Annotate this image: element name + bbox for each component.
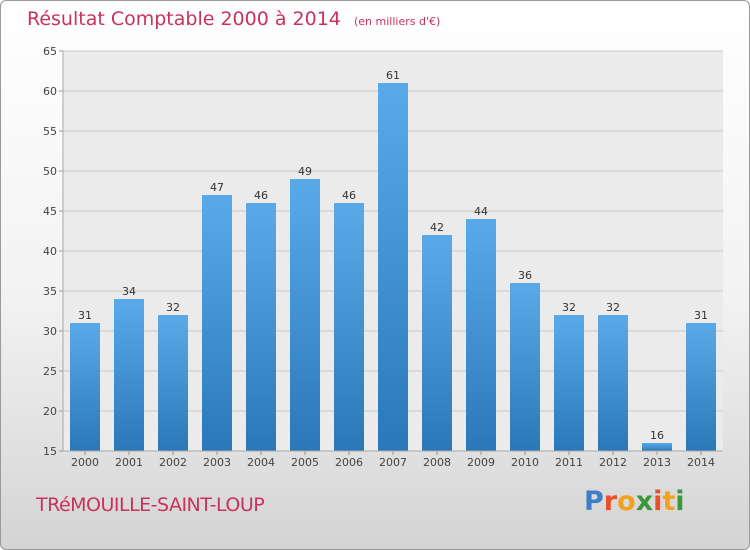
x-tick-label-2014: 2014 [687, 456, 715, 469]
value-label-2013: 16 [650, 429, 664, 442]
logo-letter: i [653, 486, 663, 517]
bar-2013 [642, 443, 672, 451]
bar-2002 [158, 315, 188, 451]
bar-2009 [466, 219, 496, 451]
value-label-2006: 46 [342, 189, 356, 202]
bar-2004 [246, 203, 276, 451]
bars [70, 83, 716, 451]
location-name: TRéMOUILLE-SAINT-LOUP [36, 494, 265, 516]
value-label-2008: 42 [430, 221, 444, 234]
x-tick-label-2010: 2010 [511, 456, 539, 469]
x-tick-label-2003: 2003 [203, 456, 231, 469]
logo-letter: P [584, 486, 604, 517]
value-label-2007: 61 [386, 69, 400, 82]
y-tick-label: 60 [43, 85, 57, 98]
value-label-2003: 47 [210, 181, 224, 194]
value-labels: 31 34 32 47 46 49 46 61 42 44 36 32 32 16 31 [78, 69, 708, 442]
logo-letter: i [675, 486, 685, 517]
logo-letter: r [603, 486, 618, 517]
logo-letter: o [617, 486, 636, 517]
y-tick-label: 25 [43, 365, 57, 378]
y-axis: 15 20 25 30 35 40 45 50 55 60 65 [43, 45, 63, 458]
x-tick-label-2009: 2009 [467, 456, 495, 469]
value-label-2000: 31 [78, 309, 92, 322]
value-label-2014: 31 [694, 309, 708, 322]
value-label-2009: 44 [474, 205, 488, 218]
x-tick-label-2000: 2000 [71, 456, 99, 469]
x-tick-label-2007: 2007 [379, 456, 407, 469]
y-tick-label: 15 [43, 445, 57, 458]
bar-2001 [114, 299, 144, 451]
bar-2000 [70, 323, 100, 451]
value-label-2012: 32 [606, 301, 620, 314]
x-tick-label-2013: 2013 [643, 456, 671, 469]
bar-2012 [598, 315, 628, 451]
bar-2006 [334, 203, 364, 451]
y-tick-label: 20 [43, 405, 57, 418]
x-tick-label-2012: 2012 [599, 456, 627, 469]
value-label-2010: 36 [518, 269, 532, 282]
value-label-2002: 32 [166, 301, 180, 314]
bar-2010 [510, 283, 540, 451]
chart-subtitle: (en milliers d'€) [353, 15, 441, 28]
x-tick-label-2005: 2005 [291, 456, 319, 469]
value-label-2001: 34 [122, 285, 136, 298]
bar-2008 [422, 235, 452, 451]
bar-2005 [290, 179, 320, 451]
value-label-2011: 32 [562, 301, 576, 314]
y-tick-label: 45 [43, 205, 57, 218]
x-tick-label-2011: 2011 [555, 456, 583, 469]
y-tick-label: 40 [43, 245, 57, 258]
chart-title-row: Résultat Comptable 2000 à 2014 (en milli… [27, 8, 440, 30]
x-tick-label-2008: 2008 [423, 456, 451, 469]
logo-letter: x [635, 486, 654, 517]
bar-2011 [554, 315, 584, 451]
x-tick-label-2001: 2001 [115, 456, 143, 469]
bar-2003 [202, 195, 232, 451]
y-tick-label: 65 [43, 45, 57, 58]
logo-letter: t [662, 486, 676, 517]
value-label-2005: 49 [298, 165, 312, 178]
y-tick-label: 30 [43, 325, 57, 338]
x-tick-label-2004: 2004 [247, 456, 275, 469]
chart-title: Résultat Comptable 2000 à 2014 [27, 8, 341, 30]
proxiti-logo: Proxiti [584, 486, 685, 517]
y-tick-label: 55 [43, 125, 57, 138]
y-tick-label: 50 [43, 165, 57, 178]
bar-2007 [378, 83, 408, 451]
value-label-2004: 46 [254, 189, 268, 202]
x-tick-label-2006: 2006 [335, 456, 363, 469]
y-tick-label: 35 [43, 285, 57, 298]
bar-2014 [686, 323, 716, 451]
x-tick-label-2002: 2002 [159, 456, 187, 469]
x-axis: 2000 2001 2002 2003 2004 2005 2006 2007 2008 2009… [71, 451, 715, 469]
